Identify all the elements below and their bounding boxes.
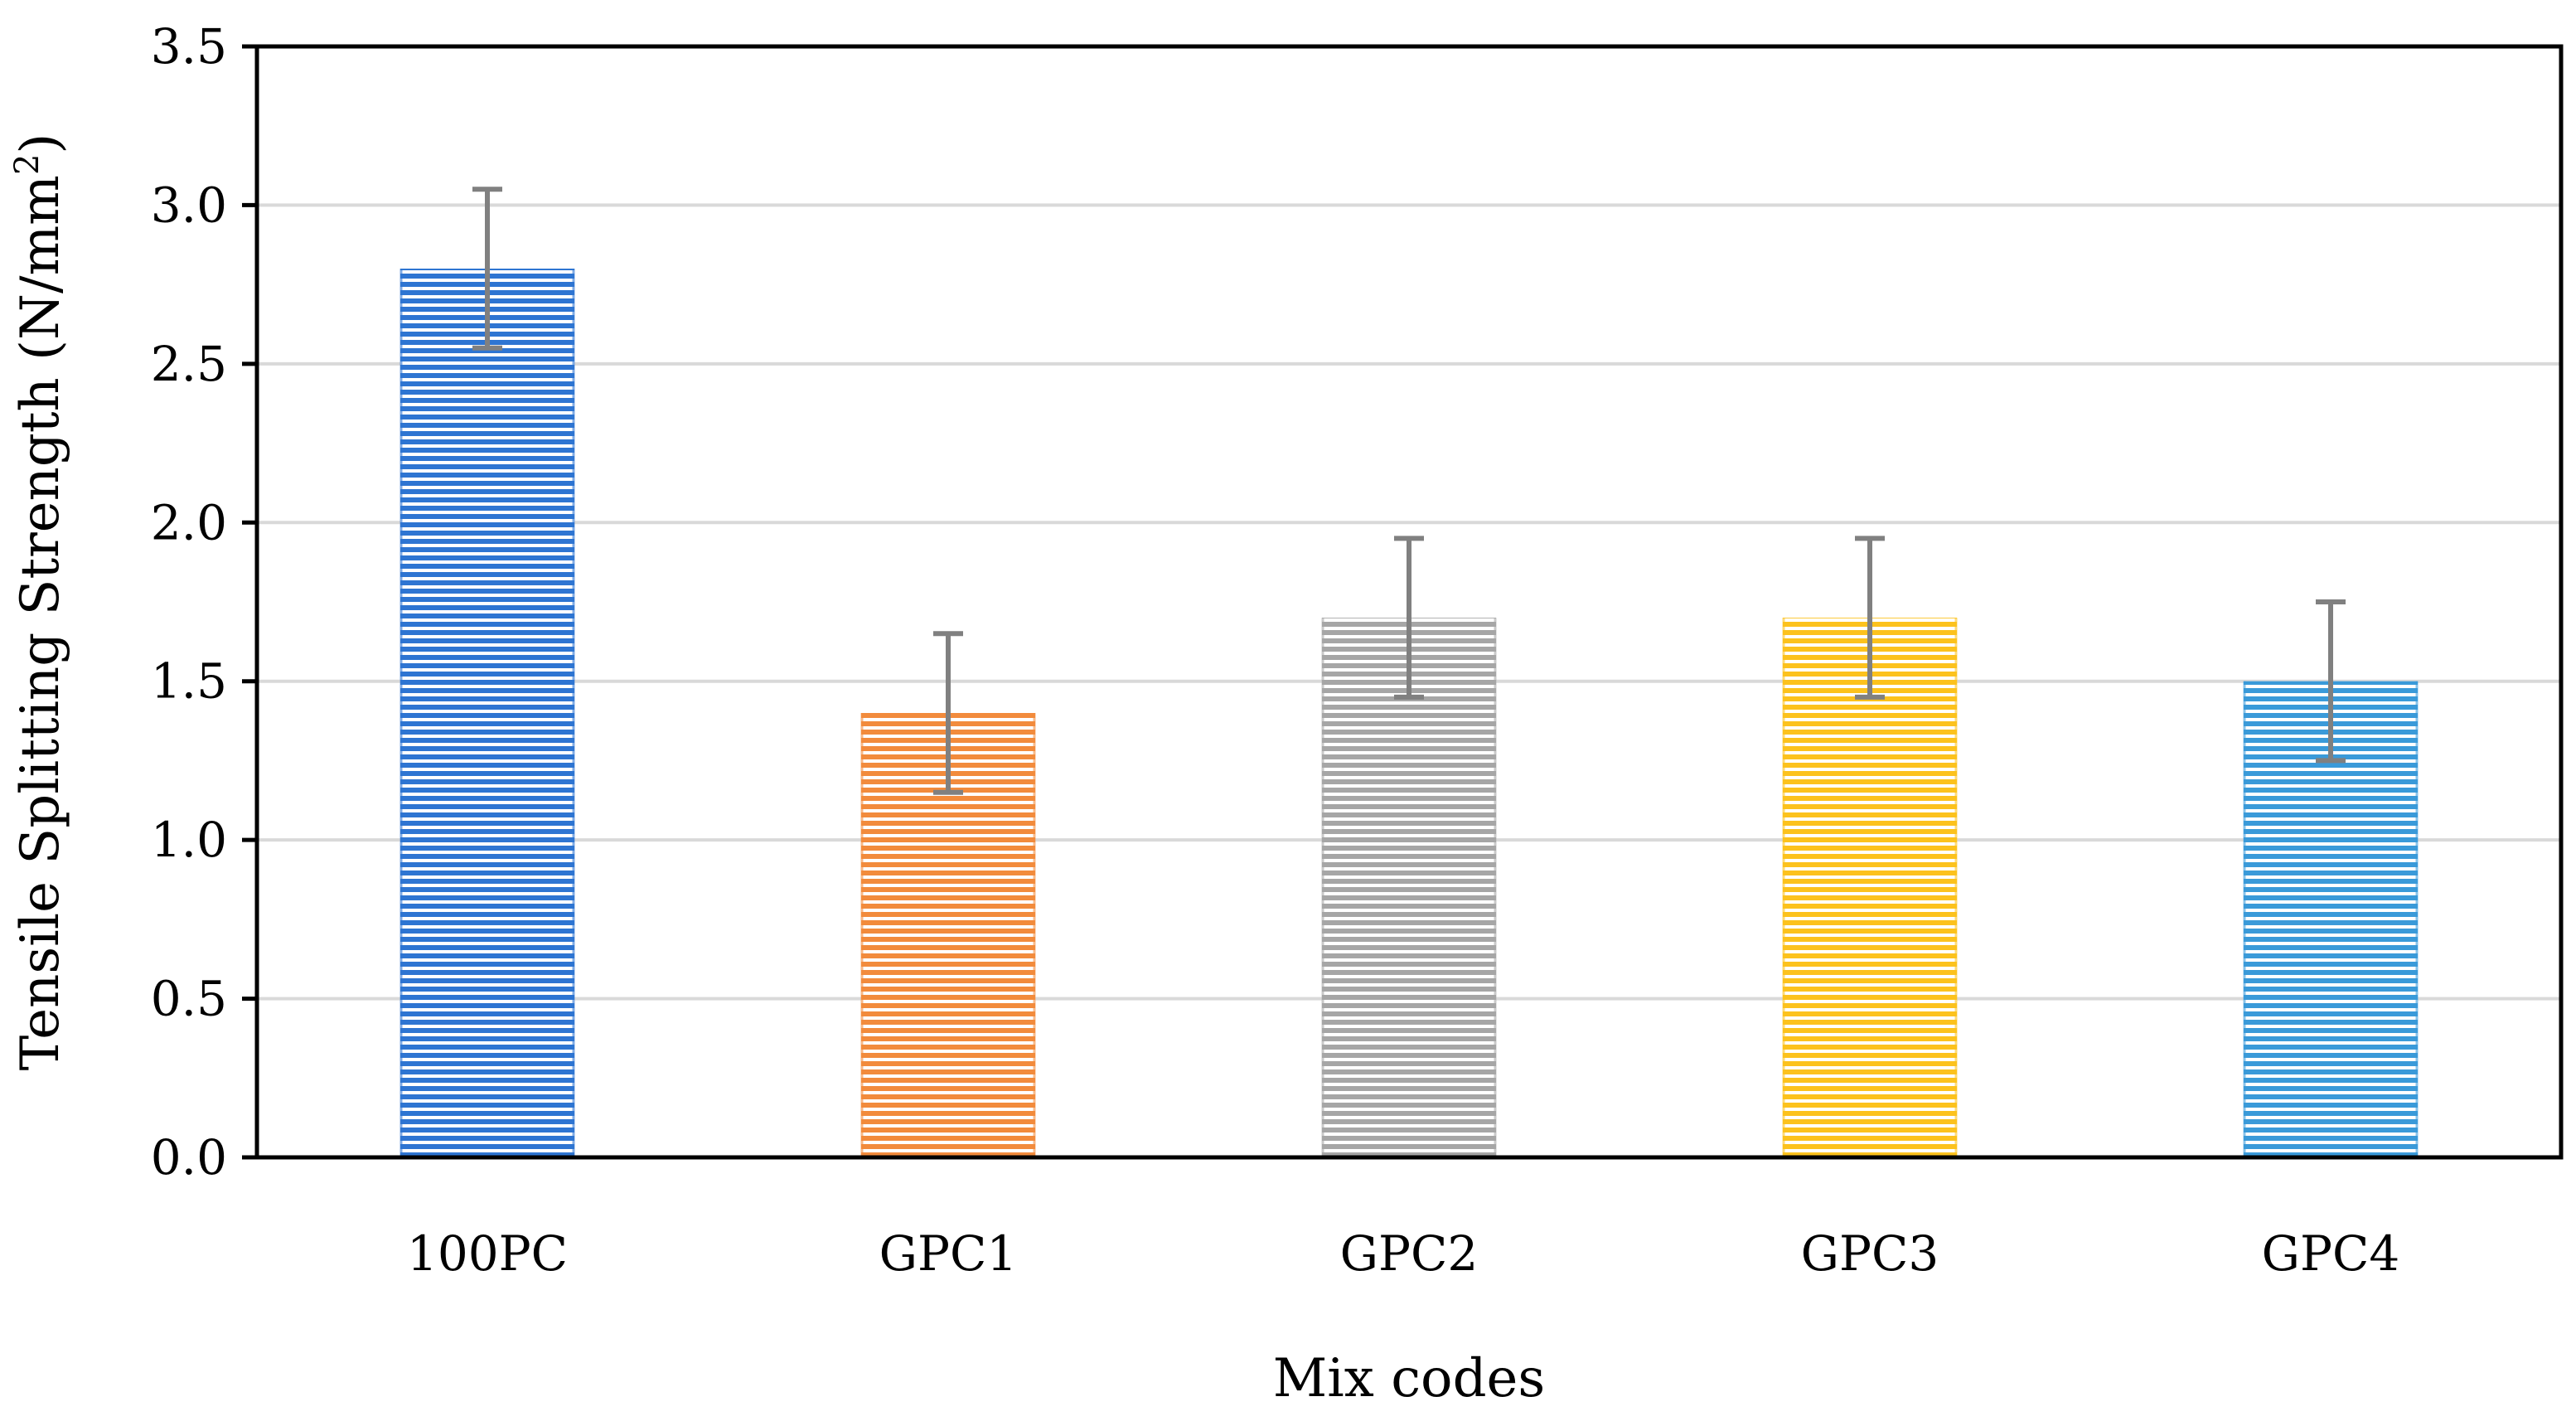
x-axis-title: Mix codes — [1273, 1348, 1546, 1409]
x-category-label-GPC2: GPC2 — [1340, 1225, 1479, 1282]
x-category-label-GPC3: GPC3 — [1801, 1225, 1939, 1282]
y-tick-label-1.5: 1.5 — [151, 653, 227, 710]
error-bar-GPC3 — [1855, 536, 1885, 700]
bar-GPC3 — [1783, 618, 1957, 1157]
x-category-label-GPC4: GPC4 — [2262, 1225, 2400, 1282]
y-axis-title: Tensile Splitting Strength (N/mm2) — [8, 133, 71, 1071]
y-axis-title-end: ) — [10, 133, 71, 154]
y-axis-title-base: Tensile Splitting Strength (N/mm — [10, 175, 71, 1070]
bar-GPC2 — [1322, 618, 1496, 1157]
x-category-labels: 100PC GPC1 GPC2 GPC3 GPC4 — [407, 1225, 2399, 1282]
error-bar-100PC — [472, 187, 502, 351]
axes — [242, 44, 2564, 1160]
y-tick-label-3.0: 3.0 — [151, 177, 227, 233]
error-bar-GPC2 — [1394, 536, 1424, 700]
y-tick-label-3.5: 3.5 — [151, 18, 227, 75]
x-category-label-100PC: 100PC — [407, 1225, 568, 1282]
y-axis-title-superscript: 2 — [8, 154, 46, 175]
y-tick-label-2.5: 2.5 — [151, 336, 227, 392]
error-bars — [472, 187, 2346, 795]
error-bar-GPC1 — [933, 631, 963, 795]
bar-100PC — [400, 269, 574, 1157]
error-bar-GPC4 — [2316, 599, 2346, 764]
y-tick-label-0.0: 0.0 — [151, 1129, 227, 1186]
x-category-label-GPC1: GPC1 — [879, 1225, 1018, 1282]
y-tick-labels: 0.0 0.5 1.0 1.5 2.0 2.5 3.0 3.5 — [151, 18, 227, 1186]
y-tick-label-2.0: 2.0 — [151, 494, 227, 550]
y-tick-label-0.5: 0.5 — [151, 971, 227, 1027]
y-tick-label-1.0: 1.0 — [151, 812, 227, 868]
bars — [399, 269, 2419, 1157]
